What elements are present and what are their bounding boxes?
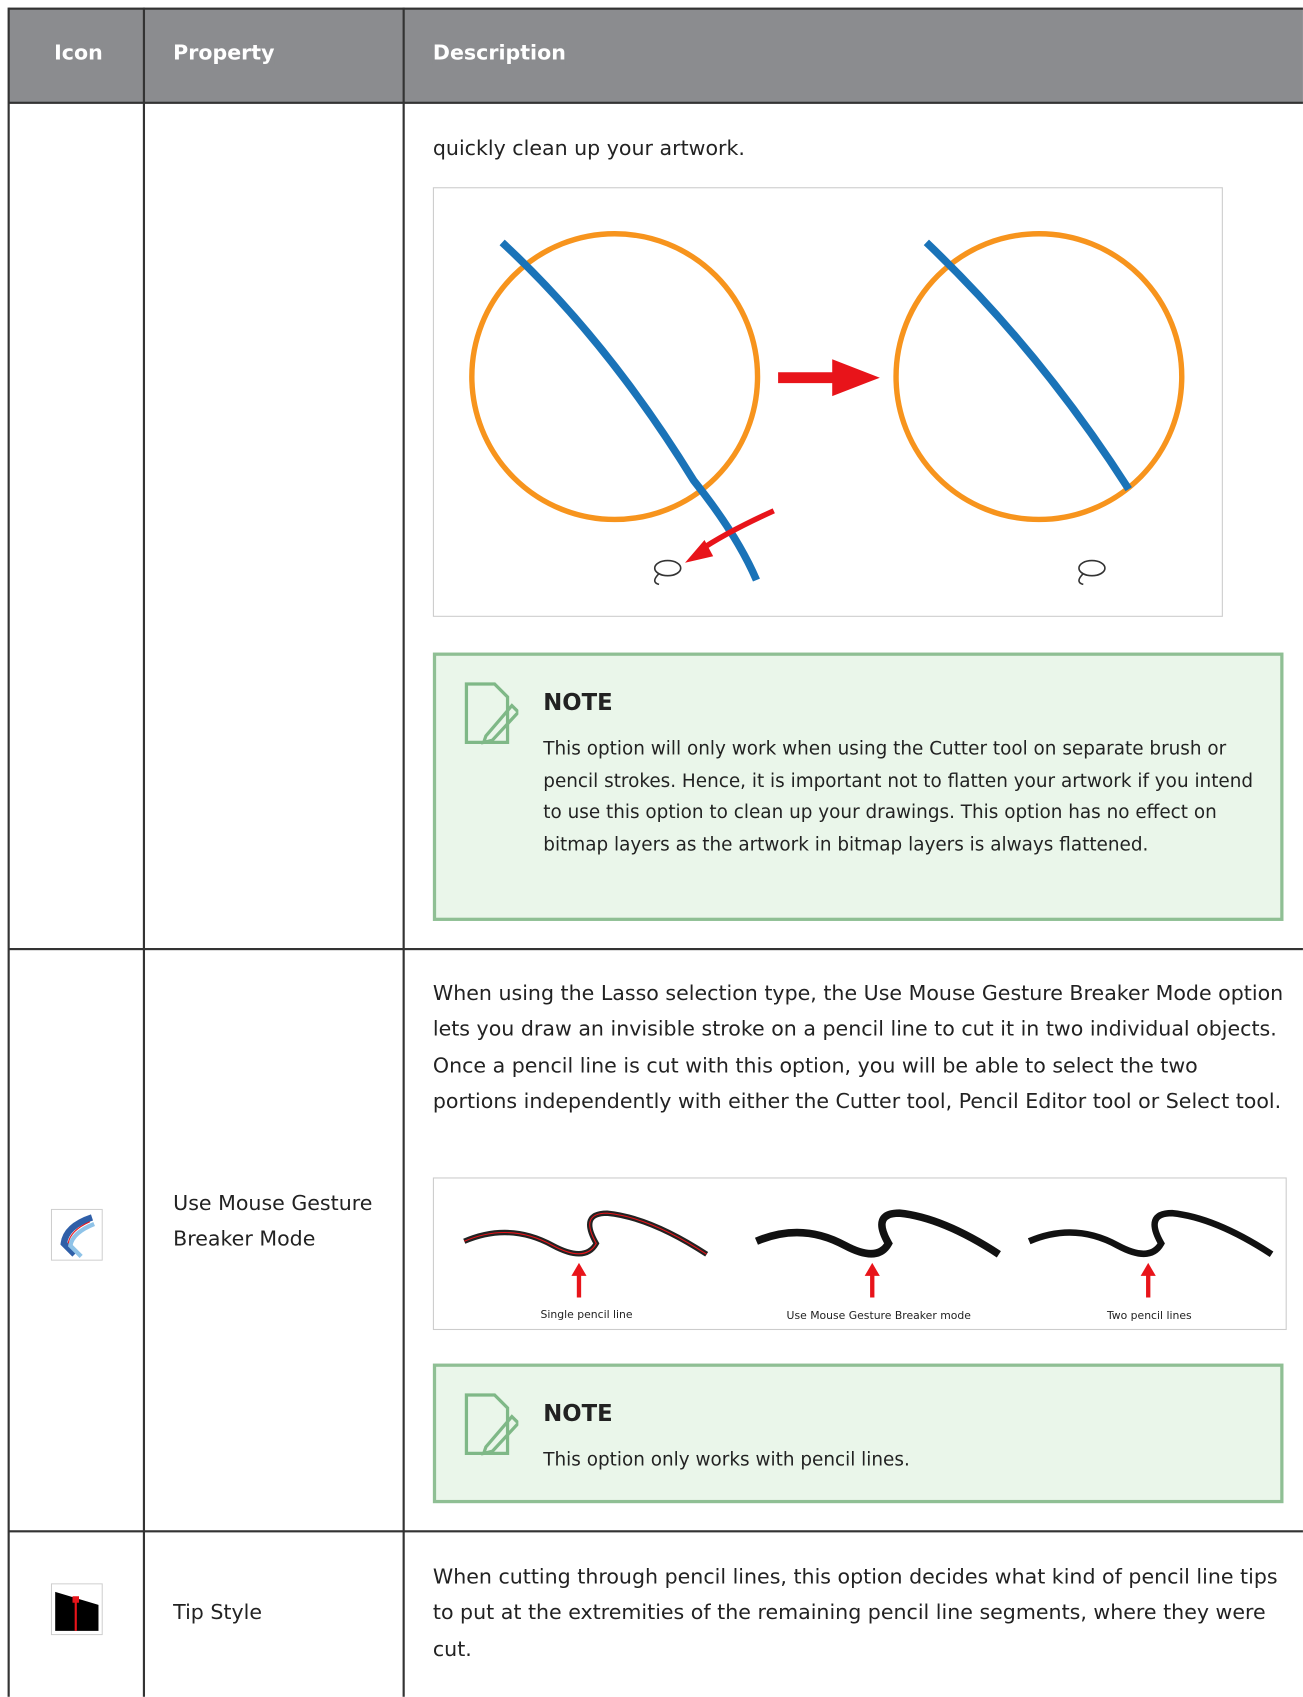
caption: Use Mouse Gesture Breaker mode [786,1310,971,1323]
border [8,948,1303,951]
icon [50,1583,103,1636]
note-icon [464,682,519,745]
caption: Single pencil line [540,1309,633,1322]
property: Use Mouse Gesture Breaker Mode [173,1191,373,1252]
header-cell: Icon [54,41,103,65]
icon [50,1208,103,1261]
note: NOTE This option only works with pencil … [432,1363,1284,1504]
illustration: Single pencil line Use Mouse Gesture Bre… [432,1177,1287,1331]
border [8,101,1303,104]
cutter-illustration [469,231,1185,586]
property: Tip Style [173,1600,263,1625]
note-icon [464,1393,519,1456]
note-text: This option will only work when using th… [543,738,1254,856]
description: quickly clean up your artwork. [432,136,745,161]
caption: Two pencil lines [1106,1310,1192,1323]
border [7,7,10,1697]
gesture-illustration [463,1209,1274,1298]
header-cell: Property [173,41,275,65]
note-text: This option only works with pencil lines… [543,1449,910,1471]
note: NOTE This option will only work when usi… [432,652,1284,921]
border [402,7,405,1697]
note-title: NOTE [543,689,613,716]
border [8,1530,1303,1533]
description: When using the Lasso selection type, the… [432,981,1284,1114]
border [8,7,1303,10]
border [142,7,146,1697]
illustration [432,187,1223,617]
note-title: NOTE [543,1400,613,1427]
header-cell: Description [432,41,566,65]
description: When cutting through pencil lines, this … [432,1564,1278,1661]
